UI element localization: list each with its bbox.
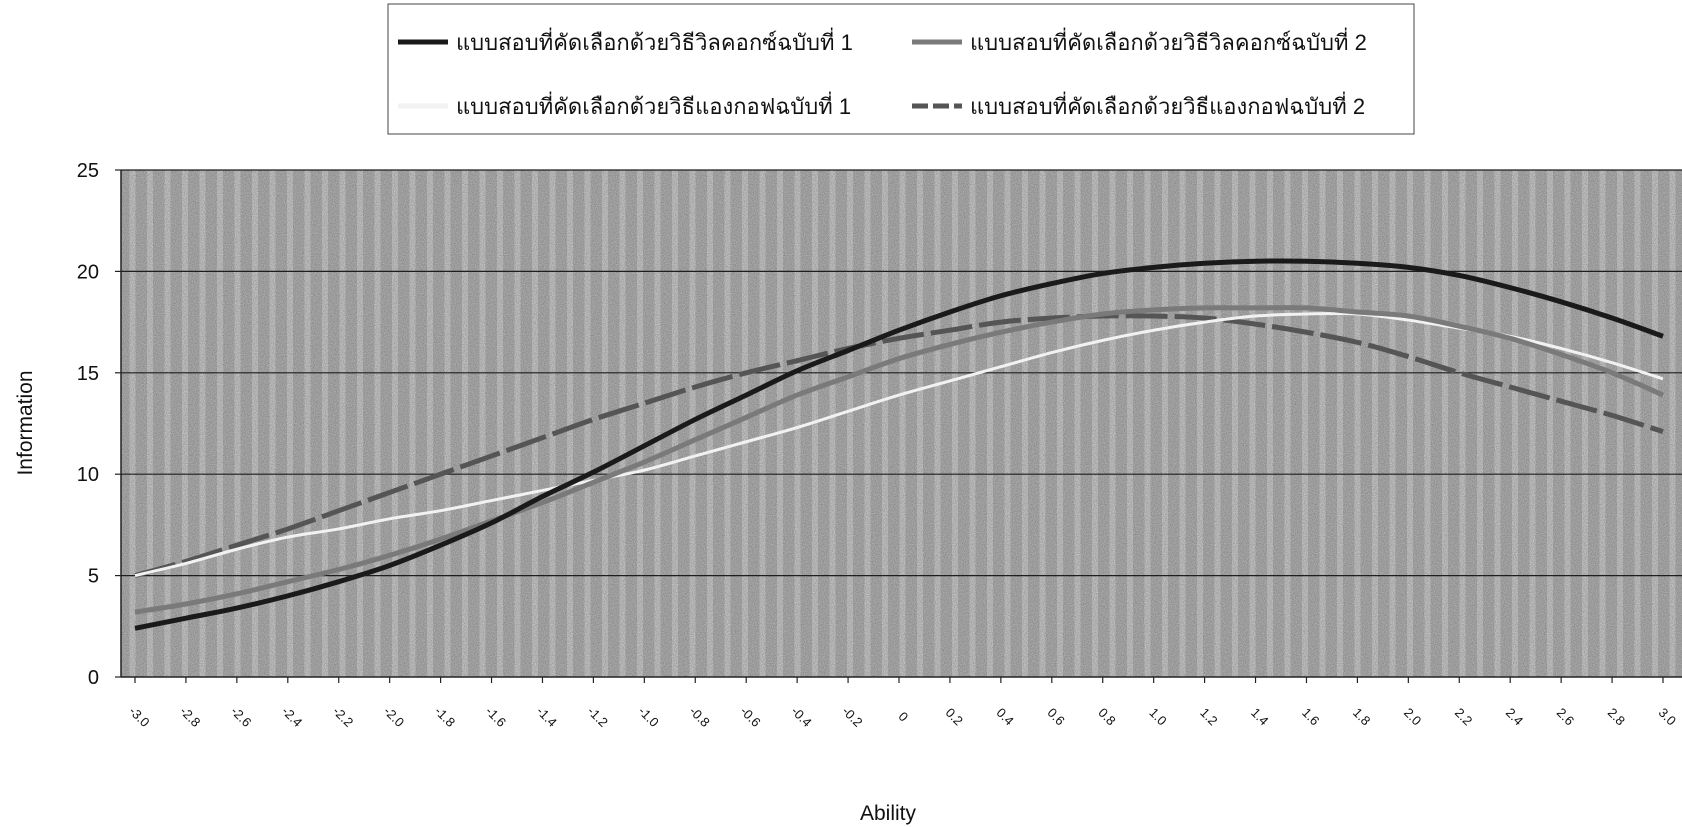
y-tick-label: 5 [88,566,99,588]
legend-label: แบบสอบที่คัดเลือกด้วยวิธีวิลคอกซ์ฉบับที่… [970,27,1367,55]
x-tick-label: -0.8 [686,703,712,729]
legend-label: แบบสอบที่คัดเลือกด้วยวิธีแองกอฟฉบับที่ 2 [970,91,1365,119]
y-axis: 0 5 10 15 20 25 [77,160,121,689]
series-angoff-form-1 [134,311,1664,578]
x-tick-label: -1.0 [635,703,661,729]
x-axis: -3.0 -2.8 -2.6 -2.4 -2.2 -2.0 -1.8 -1.6 -1.4 -1.2… [126,677,1679,730]
x-tick-label: 0.8 [1095,705,1118,728]
x-tick-label: 1.0 [1146,705,1169,728]
series-angoff-form-2 [134,313,1664,579]
x-tick-label: 1.4 [1248,705,1271,728]
x-tick-label: -2.2 [330,703,356,729]
x-tick-label: 2.0 [1401,705,1424,728]
legend-label: แบบสอบที่คัดเลือกด้วยวิธีวิลคอกซ์ฉบับที่… [456,27,853,55]
x-tick-label: 2.6 [1554,705,1577,728]
legend-box [387,3,1415,135]
x-tick-label: 1.8 [1350,705,1373,728]
x-tick-label: 1.6 [1299,705,1322,728]
plot-texture [121,170,1682,677]
x-tick-label: -2.4 [279,703,305,729]
x-tick-label: -1.6 [483,703,509,729]
y-tick-label: 0 [88,667,99,689]
x-tick-label: -2.6 [228,703,254,729]
y-axis-title: Information [14,370,37,475]
y-tick-label: 20 [77,261,99,283]
x-tick-label: -1.8 [432,703,458,729]
x-tick-label: -1.4 [534,703,560,729]
x-tick-label: -0.6 [737,703,763,729]
x-tick-label: -3.0 [126,703,152,729]
x-tick-label: 0.6 [1044,705,1067,728]
x-tick-label: 2.2 [1452,705,1475,728]
x-tick-label: -1.2 [585,703,611,729]
x-tick-label: 0.4 [994,705,1017,728]
x-tick-label: 1.2 [1197,705,1220,728]
x-tick-label: 3.0 [1656,705,1679,728]
y-tick-label: 15 [77,363,99,385]
y-tick-label: 25 [77,160,99,182]
series-lines [134,258,1665,631]
x-tick-label: 0 [895,709,911,725]
series-wilcoxon-form-2 [134,305,1665,615]
series-wilcoxon-form-1 [134,258,1664,631]
gridlines [121,169,1682,577]
legend: แบบสอบที่คัดเลือกด้วยวิธีวิลคอกซ์ฉบับที่… [387,3,1415,135]
x-tick-label: -2.8 [177,703,203,729]
y-tick-label: 10 [77,464,99,486]
x-tick-label: -0.2 [839,703,865,729]
x-axis-title: Ability [860,802,917,825]
x-tick-label: 0.2 [943,705,966,728]
x-tick-label: 2.8 [1605,705,1628,728]
x-tick-label: -2.0 [381,703,407,729]
legend-label: แบบสอบที่คัดเลือกด้วยวิธีแองกอฟฉบับที่ 1 [456,91,851,119]
x-tick-label: 2.4 [1503,705,1526,728]
x-tick-label: -0.4 [788,703,814,729]
